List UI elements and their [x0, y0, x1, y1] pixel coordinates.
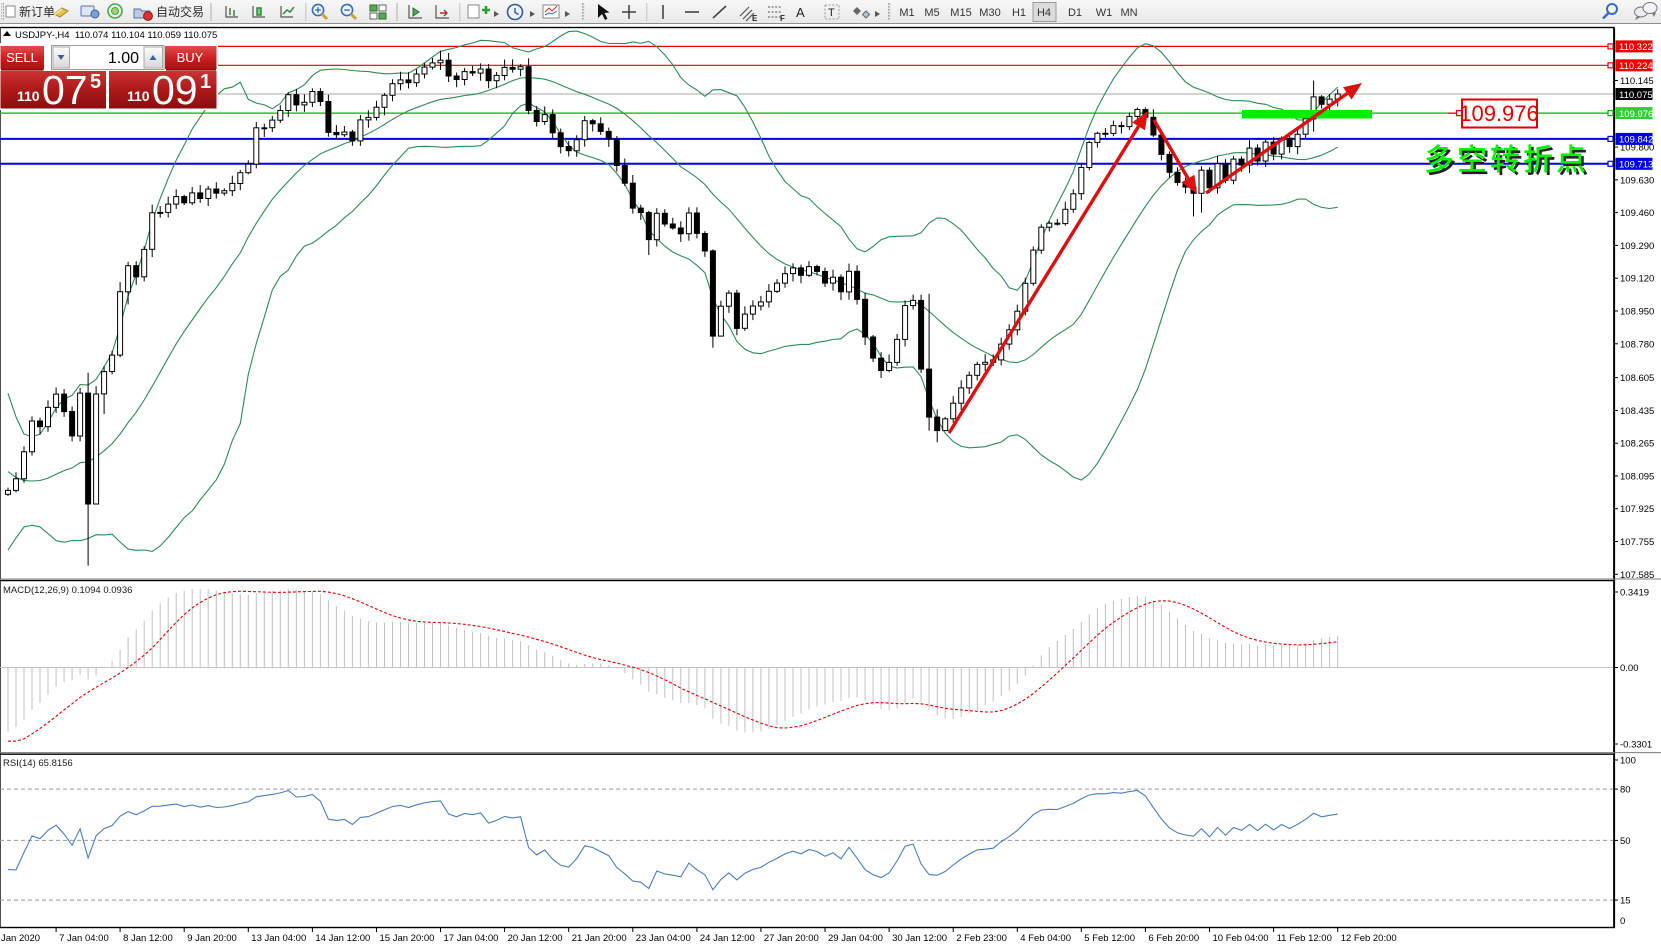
svg-text:109.460: 109.460	[1620, 208, 1654, 219]
svg-text:MN: MN	[1120, 7, 1137, 19]
svg-text:109.800: 109.800	[1620, 143, 1654, 154]
svg-text:23 Jan 04:00: 23 Jan 04:00	[636, 933, 691, 944]
svg-text:109.630: 109.630	[1620, 175, 1654, 186]
svg-text:80: 80	[1620, 785, 1631, 796]
svg-text:E: E	[752, 14, 758, 23]
svg-text:1: 1	[200, 71, 211, 93]
svg-text:新订单: 新订单	[19, 4, 55, 19]
svg-text:SELL: SELL	[6, 50, 38, 65]
svg-text:108.095: 108.095	[1620, 471, 1654, 482]
svg-text:0.3419: 0.3419	[1620, 588, 1649, 599]
svg-text:M1: M1	[899, 7, 914, 19]
svg-text:多空转折点: 多空转折点	[1424, 135, 1589, 179]
svg-text:USDJPY-,H4 110.074 110.104 11: USDJPY-,H4 110.074 110.104 110.059 110.0…	[15, 30, 217, 41]
svg-text:A: A	[796, 5, 805, 20]
svg-text:109.120: 109.120	[1620, 274, 1654, 285]
svg-text:107.585: 107.585	[1620, 570, 1654, 581]
svg-text:BUY: BUY	[177, 50, 204, 65]
svg-text:24 Jan 12:00: 24 Jan 12:00	[700, 933, 755, 944]
svg-text:MACD(12,26,9) 0.1094 0.0936: MACD(12,26,9) 0.1094 0.0936	[3, 585, 132, 596]
svg-text:110.224: 110.224	[1619, 61, 1653, 72]
svg-text:M5: M5	[924, 7, 939, 19]
svg-text:21 Jan 20:00: 21 Jan 20:00	[572, 933, 627, 944]
svg-text:110: 110	[17, 88, 40, 104]
svg-text:108.265: 108.265	[1620, 439, 1654, 450]
svg-text:30 Jan 12:00: 30 Jan 12:00	[892, 933, 947, 944]
svg-text:F: F	[780, 14, 785, 23]
svg-text:12 Feb 20:00: 12 Feb 20:00	[1341, 933, 1397, 944]
svg-text:109.976: 109.976	[1619, 109, 1653, 120]
svg-text:27 Jan 20:00: 27 Jan 20:00	[764, 933, 819, 944]
svg-text:M15: M15	[950, 7, 971, 19]
svg-text:107.925: 107.925	[1620, 504, 1654, 515]
svg-text:自动交易: 自动交易	[156, 4, 204, 19]
svg-text:110.075: 110.075	[1619, 90, 1653, 101]
svg-text:07: 07	[42, 67, 88, 113]
svg-text:D1: D1	[1068, 7, 1082, 19]
svg-text:14 Jan 12:00: 14 Jan 12:00	[315, 933, 370, 944]
svg-text:110.145: 110.145	[1620, 76, 1654, 87]
svg-text:T: T	[828, 7, 835, 19]
svg-text:10 Feb 04:00: 10 Feb 04:00	[1213, 933, 1269, 944]
svg-text:108.435: 108.435	[1620, 406, 1654, 417]
svg-text:0: 0	[1620, 916, 1625, 927]
svg-text:多空转折点: 多空转折点	[1427, 138, 1592, 182]
svg-text:9 Jan 20:00: 9 Jan 20:00	[187, 933, 237, 944]
svg-text:100: 100	[1620, 756, 1636, 767]
svg-text:29 Jan 04:00: 29 Jan 04:00	[828, 933, 883, 944]
svg-text:5: 5	[90, 71, 101, 93]
svg-text:0.00: 0.00	[1620, 663, 1639, 674]
svg-text:109.976: 109.976	[1459, 101, 1539, 126]
svg-text:110: 110	[127, 88, 150, 104]
svg-text:109.290: 109.290	[1620, 241, 1654, 252]
svg-text:RSI(14) 65.8156: RSI(14) 65.8156	[3, 758, 73, 769]
svg-text:108.605: 108.605	[1620, 373, 1654, 384]
svg-text:108.950: 108.950	[1620, 307, 1654, 318]
svg-text:5 Feb 12:00: 5 Feb 12:00	[1084, 933, 1135, 944]
svg-text:15: 15	[1620, 896, 1631, 907]
svg-text:H4: H4	[1037, 7, 1051, 19]
svg-text:109.713: 109.713	[1619, 160, 1653, 171]
svg-text:M30: M30	[979, 7, 1000, 19]
svg-text:09: 09	[152, 67, 198, 113]
svg-text:W1: W1	[1096, 7, 1113, 19]
svg-text:-0.3301: -0.3301	[1620, 740, 1652, 751]
svg-text:H1: H1	[1012, 7, 1026, 19]
svg-text:1.00: 1.00	[108, 50, 139, 67]
svg-text:109.842: 109.842	[1619, 135, 1653, 146]
svg-text:110.322: 110.322	[1619, 42, 1653, 53]
svg-text:4 Feb 04:00: 4 Feb 04:00	[1020, 933, 1071, 944]
svg-text:107.755: 107.755	[1620, 537, 1654, 548]
svg-text:15 Jan 20:00: 15 Jan 20:00	[380, 933, 435, 944]
svg-text:6 Feb 20:00: 6 Feb 20:00	[1148, 933, 1199, 944]
svg-text:7 Jan 04:00: 7 Jan 04:00	[59, 933, 109, 944]
svg-text:108.780: 108.780	[1620, 339, 1654, 350]
svg-text:17 Jan 04:00: 17 Jan 04:00	[444, 933, 499, 944]
svg-text:50: 50	[1620, 836, 1631, 847]
svg-text:Jan 2020: Jan 2020	[1, 933, 40, 944]
svg-text:13 Jan 04:00: 13 Jan 04:00	[251, 933, 306, 944]
svg-text:2 Feb 23:00: 2 Feb 23:00	[956, 933, 1007, 944]
svg-text:20 Jan 12:00: 20 Jan 12:00	[508, 933, 563, 944]
svg-text:8 Jan 12:00: 8 Jan 12:00	[123, 933, 173, 944]
svg-text:11 Feb 12:00: 11 Feb 12:00	[1277, 933, 1332, 944]
